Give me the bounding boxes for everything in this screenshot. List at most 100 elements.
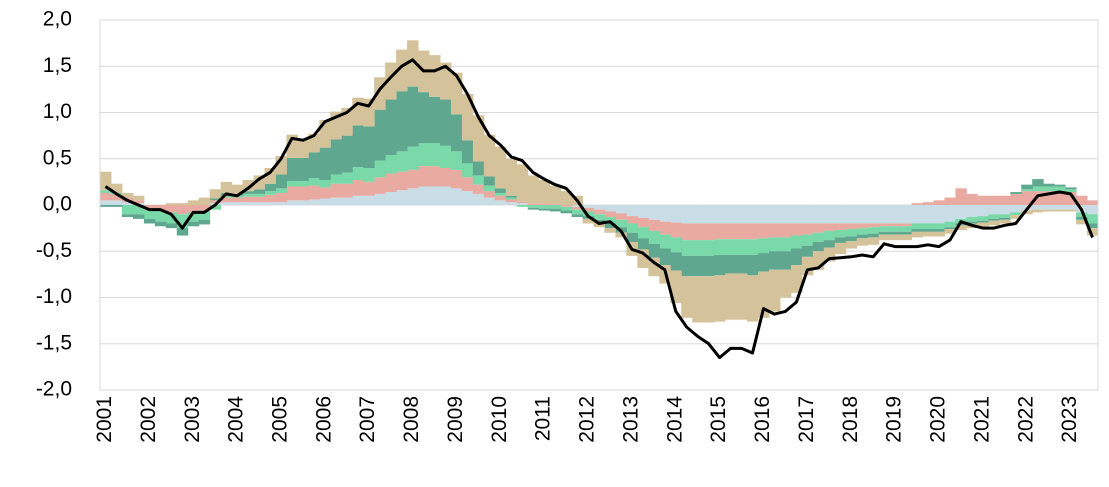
y-tick-label: -1,0 bbox=[36, 285, 72, 308]
bar-segment bbox=[944, 227, 956, 230]
bar-segment bbox=[845, 236, 858, 242]
x-tick-label: 2001 bbox=[93, 396, 116, 443]
y-tick-label: 2,0 bbox=[43, 8, 72, 31]
bar-segment bbox=[889, 231, 902, 235]
bar-segment bbox=[253, 193, 266, 197]
bar-segment bbox=[571, 214, 584, 218]
bar-segment bbox=[110, 200, 123, 205]
y-tick-label: 0,0 bbox=[43, 193, 72, 216]
bar-segment bbox=[604, 205, 616, 212]
bar-segment bbox=[220, 202, 233, 205]
bar-segment bbox=[659, 234, 671, 249]
bar-segment bbox=[768, 205, 781, 224]
bar-segment bbox=[834, 205, 847, 224]
bar-segment bbox=[363, 181, 375, 196]
bar-segment bbox=[100, 171, 112, 191]
bar-segment bbox=[758, 223, 770, 239]
bar-segment bbox=[714, 275, 726, 322]
bar-segment bbox=[121, 214, 134, 218]
bar-segment bbox=[758, 253, 770, 272]
bar-segment bbox=[110, 205, 123, 207]
bar-segment bbox=[505, 158, 518, 196]
bar-segment bbox=[911, 223, 924, 230]
bar-segment bbox=[220, 181, 233, 193]
bar-segment bbox=[812, 251, 825, 270]
bar-segment bbox=[549, 185, 562, 205]
bar-segment bbox=[1065, 192, 1077, 205]
bar-segment bbox=[900, 231, 913, 235]
bar-segment bbox=[714, 205, 726, 224]
bar-segment bbox=[110, 194, 123, 201]
bar-segment bbox=[944, 205, 956, 222]
bar-segment bbox=[867, 205, 880, 224]
bar-segment bbox=[1076, 195, 1088, 205]
bar-segment bbox=[439, 186, 452, 205]
bar-segment bbox=[900, 205, 913, 224]
bar-segment bbox=[790, 235, 803, 249]
bar-segment bbox=[220, 197, 233, 203]
bar-segment bbox=[615, 205, 627, 214]
bar-segment bbox=[418, 166, 430, 187]
x-tick-label: 2015 bbox=[707, 396, 730, 443]
bar-segment bbox=[747, 223, 759, 240]
bar-segment bbox=[242, 196, 255, 203]
bar-segment bbox=[1065, 209, 1077, 212]
bar-segment bbox=[911, 231, 924, 238]
bar-segment bbox=[100, 205, 112, 207]
x-tick-label: 2005 bbox=[269, 396, 292, 443]
bar-segment bbox=[922, 202, 934, 205]
bar-segment bbox=[582, 218, 595, 224]
bar-segment bbox=[187, 212, 200, 222]
bar-segment bbox=[933, 231, 945, 237]
bar-segment bbox=[429, 186, 441, 205]
bar-segment bbox=[834, 237, 847, 243]
bar-segment bbox=[494, 192, 507, 196]
bar-segment bbox=[999, 217, 1011, 220]
x-tick-label: 2006 bbox=[312, 396, 335, 443]
bar-segment bbox=[1043, 205, 1055, 210]
bar-segment bbox=[900, 234, 913, 241]
bar-segment bbox=[1021, 189, 1033, 192]
bar-segment bbox=[308, 133, 320, 153]
bar-segment bbox=[516, 201, 529, 204]
bar-segment bbox=[275, 192, 287, 203]
bar-segment bbox=[922, 223, 934, 230]
bar-segment bbox=[527, 203, 540, 205]
bar-segment bbox=[714, 254, 726, 276]
bar-segment bbox=[801, 234, 814, 246]
bar-segment bbox=[374, 109, 386, 161]
bar-segment bbox=[308, 178, 320, 186]
bar-segment bbox=[626, 223, 638, 233]
bar-segment bbox=[845, 241, 858, 249]
bar-segment bbox=[659, 221, 671, 235]
bar-segment bbox=[396, 151, 408, 172]
bar-segment bbox=[703, 240, 715, 256]
bar-segment bbox=[110, 183, 123, 193]
bar-segment bbox=[1087, 228, 1099, 236]
bar-segment bbox=[922, 229, 934, 232]
bar-segment bbox=[999, 195, 1011, 205]
bar-segment bbox=[231, 202, 244, 205]
bar-segment bbox=[549, 204, 562, 205]
bar-segment bbox=[812, 232, 825, 242]
bar-segment bbox=[900, 226, 913, 232]
bar-segment bbox=[1043, 186, 1055, 192]
bar-segment bbox=[856, 205, 869, 224]
bar-segment bbox=[692, 276, 704, 323]
bar-segment bbox=[571, 209, 584, 215]
bar-segment bbox=[790, 205, 803, 224]
bar-segment bbox=[670, 222, 682, 238]
bar-segment bbox=[461, 94, 474, 141]
bar-segment bbox=[933, 200, 945, 205]
bar-segment bbox=[681, 255, 693, 277]
bar-segment bbox=[779, 205, 792, 224]
y-tick-label: -2,0 bbox=[36, 378, 72, 401]
bar-segment bbox=[363, 126, 375, 168]
lines bbox=[104, 58, 1094, 360]
bar-segment bbox=[1021, 210, 1033, 215]
bar-segment bbox=[955, 205, 967, 219]
bar-segment bbox=[165, 212, 178, 224]
bar-segment bbox=[297, 157, 309, 181]
bar-segment bbox=[736, 239, 748, 255]
